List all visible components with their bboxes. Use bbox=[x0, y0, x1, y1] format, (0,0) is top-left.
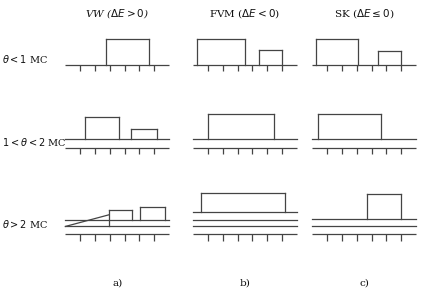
Text: $1 < \theta < 2$ MC: $1 < \theta < 2$ MC bbox=[2, 136, 66, 148]
Text: SK ($\Delta E \leq 0$): SK ($\Delta E \leq 0$) bbox=[334, 7, 394, 20]
Text: $\theta < 1$ MC: $\theta < 1$ MC bbox=[2, 53, 48, 65]
Text: a): a) bbox=[112, 278, 122, 288]
Text: FVM ($\Delta E < 0$): FVM ($\Delta E < 0$) bbox=[210, 7, 280, 20]
Text: $\theta > 2$ MC: $\theta > 2$ MC bbox=[2, 218, 48, 230]
Text: b): b) bbox=[239, 278, 250, 288]
Text: c): c) bbox=[359, 278, 369, 288]
Text: VW ($\Delta E > 0$): VW ($\Delta E > 0$) bbox=[85, 7, 149, 20]
